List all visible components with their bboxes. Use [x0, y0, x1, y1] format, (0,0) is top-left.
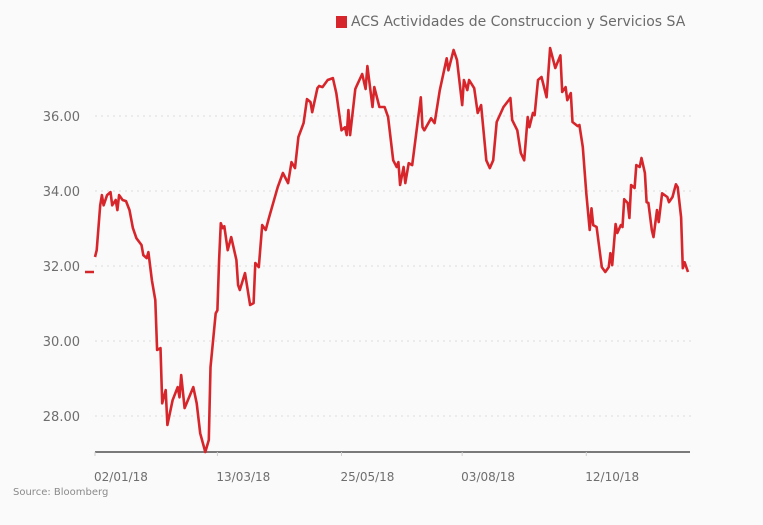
y-tick-label: 30.00: [43, 335, 80, 350]
price-series-line: [93, 46, 690, 454]
legend-label: ACS Actividades de Construccion y Servic…: [351, 14, 686, 30]
x-tick-label: 13/03/18: [216, 470, 270, 484]
y-tick-label: 34.00: [43, 185, 80, 200]
legend: ACS Actividades de Construccion y Servic…: [336, 14, 685, 30]
x-tick-label: 12/10/18: [585, 470, 639, 484]
legend-swatch: [336, 16, 347, 28]
x-tick-label: 25/05/18: [341, 470, 395, 484]
y-tick-label: 36.00: [43, 110, 80, 125]
y-tick-label: 32.00: [43, 260, 80, 275]
x-tick-label: 03/08/18: [461, 470, 515, 484]
y-tick-label: 28.00: [43, 410, 80, 425]
source-note: Source: Bloomberg: [13, 487, 109, 498]
x-tick-label: 02/01/18: [94, 470, 148, 484]
